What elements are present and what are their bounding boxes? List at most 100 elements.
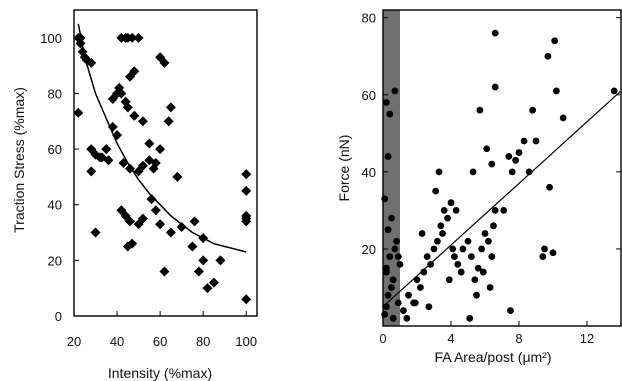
right-data-point [449,245,457,253]
right-data-point [396,260,404,268]
right-data-point [490,222,497,230]
right-data-point [529,106,536,114]
right-data-point [444,214,451,222]
right-fit-line [382,90,622,308]
right-data-point [468,253,475,261]
right-data-point [485,237,492,245]
left-data-point [127,32,138,43]
right-y-axis-title: Force (nN) [336,135,352,202]
right-data-point [389,314,397,322]
left-y-tick-label: 80 [48,86,62,101]
left-data-point [163,116,174,127]
right-data-point [515,149,523,156]
right-data-point [445,276,453,284]
right-data-point [417,284,424,291]
left-data-point [107,121,118,132]
right-data-point [389,276,397,284]
right-axis-ticks: 0 4 8 12 20 40 60 80 [362,11,621,346]
right-data-point [391,87,399,95]
right-data-point [425,303,433,311]
right-data-point [384,226,392,234]
right-data-point [507,307,514,314]
right-data-point [476,106,484,114]
right-data-point [508,168,516,176]
left-y-tick-label: 20 [48,253,62,268]
right-x-tick-label: 12 [580,331,594,346]
left-y-tick-label: 40 [48,198,62,213]
left-x-tick-label: 80 [196,334,210,349]
right-chart-panel: 0 4 8 12 20 40 60 80 FA Area/post (μm²) Force (… [336,9,622,365]
right-data-point [488,160,496,168]
right-data-point [432,187,440,195]
left-data-point [112,130,123,141]
right-data-point [405,291,412,299]
left-data-point [133,32,144,43]
left-data-point [165,102,176,113]
right-data-point [483,145,491,153]
right-data-point [388,284,395,291]
left-data-point [124,216,135,227]
right-data-point [447,199,455,207]
right-data-point [491,83,499,91]
left-data-point [81,55,92,66]
right-data-point [434,237,441,245]
left-data-point [116,88,127,99]
left-data-point [73,107,84,118]
left-data-point [86,57,97,68]
right-data-point [381,195,389,203]
right-fit-line-layer [382,90,622,308]
right-data-point [420,268,428,276]
right-data-point [541,245,548,253]
left-data-point [122,102,133,113]
right-data-point [481,230,489,237]
right-data-point [474,264,482,272]
right-data-point [439,230,446,237]
left-data-point [96,152,107,163]
right-data-point [411,299,419,307]
left-data-point [241,185,252,196]
right-data-point [469,168,477,176]
right-data-point [491,206,499,214]
right-data-point [473,291,480,299]
right-data-point [551,37,559,45]
left-plot-frame [73,9,258,317]
right-data-point [539,253,547,261]
right-data-point [430,245,438,253]
left-data-point [150,158,161,168]
right-data-point [457,268,465,276]
left-y-axis-title: Traction Stress (%max) [11,87,27,233]
right-data-point [500,206,508,214]
left-y-tick-label: 60 [48,142,62,157]
right-data-point [394,299,402,307]
left-data-point [146,194,157,205]
right-data-point [394,253,402,261]
left-fit-curve [77,23,247,253]
left-data-point [86,166,97,177]
right-data-point [383,99,390,106]
left-data-point [241,169,252,180]
right-y-tick-label: 80 [362,11,376,26]
right-data-point [553,87,560,95]
right-data-point [400,307,407,314]
left-data-point [198,233,209,244]
right-data-point [471,276,479,284]
right-x-axis-title: FA Area/post (μm²) [435,349,552,365]
right-data-point [437,222,445,230]
left-data-point [187,241,198,252]
right-data-point [423,253,431,261]
left-data-point [101,144,112,155]
left-data-point [137,160,148,171]
right-data-point [478,245,485,253]
right-data-point [384,153,392,160]
left-data-point [198,255,209,266]
left-y-tick-label: 0 [55,309,62,324]
left-data-point [208,277,219,288]
left-x-tick-label: 60 [153,334,167,349]
left-data-point [172,171,183,182]
right-data-point [451,253,458,261]
right-data-point [486,284,494,291]
left-data-point [75,32,86,43]
right-data-point [546,183,553,191]
left-data-point [215,255,226,266]
